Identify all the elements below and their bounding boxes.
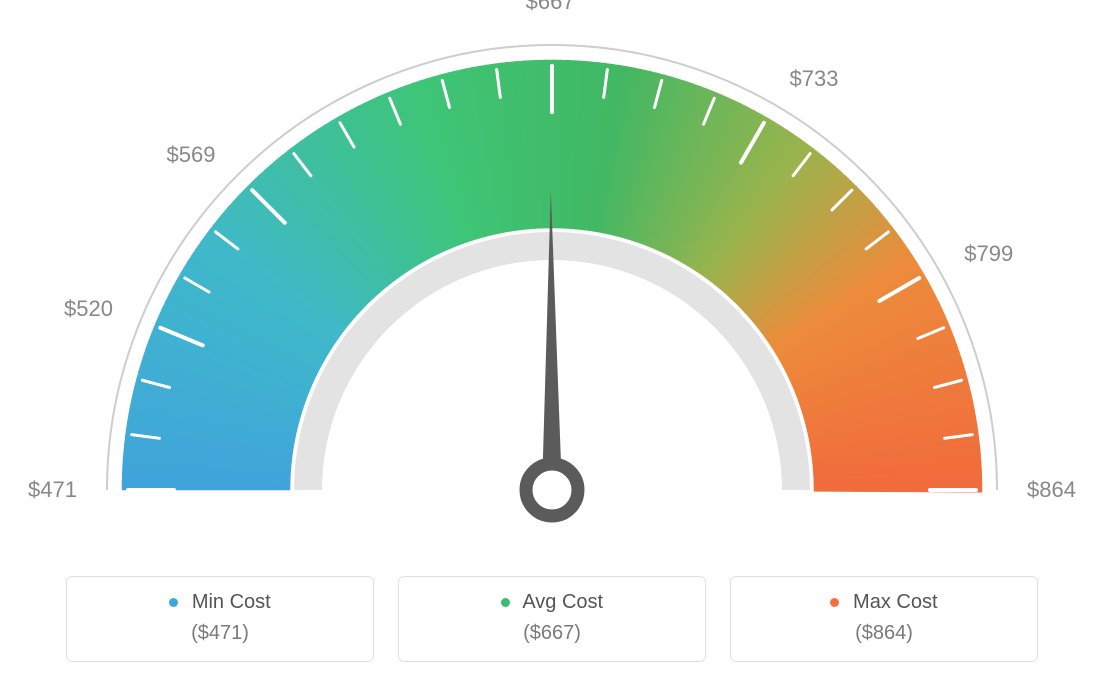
legend-value-min: ($471)	[67, 622, 373, 645]
gauge-tick-label: $569	[167, 142, 216, 168]
legend-card-min: Min Cost ($471)	[66, 576, 374, 662]
legend-card-avg: Avg Cost ($667)	[398, 576, 706, 662]
legend-title-max: Max Cost	[731, 591, 1037, 614]
legend-label-avg: Avg Cost	[522, 591, 603, 613]
legend-row: Min Cost ($471) Avg Cost ($667) Max Cost…	[0, 576, 1104, 662]
legend-value-max: ($864)	[731, 622, 1037, 645]
cost-gauge-chart: $471 $520 $569 $667 $733 $799 $864 Min Cost ($…	[0, 0, 1104, 690]
gauge-svg	[52, 0, 1052, 560]
gauge-wrap: $471$520$569$667$733$799$864	[52, 0, 1052, 560]
legend-label-min: Min Cost	[192, 591, 271, 613]
gauge-tick-label: $733	[790, 66, 839, 92]
legend-title-min: Min Cost	[67, 591, 373, 614]
gauge-tick-label: $799	[964, 241, 1013, 267]
legend-card-max: Max Cost ($864)	[730, 576, 1038, 662]
dot-icon-max	[830, 598, 839, 607]
dot-icon-min	[169, 598, 178, 607]
gauge-tick-label: $520	[64, 296, 113, 322]
legend-label-max: Max Cost	[853, 591, 937, 613]
gauge-tick-label: $471	[28, 477, 77, 503]
gauge-tick-label: $864	[1027, 477, 1076, 503]
dot-icon-avg	[501, 598, 510, 607]
legend-title-avg: Avg Cost	[399, 591, 705, 614]
gauge-tick-label: $667	[526, 0, 575, 15]
legend-value-avg: ($667)	[399, 622, 705, 645]
